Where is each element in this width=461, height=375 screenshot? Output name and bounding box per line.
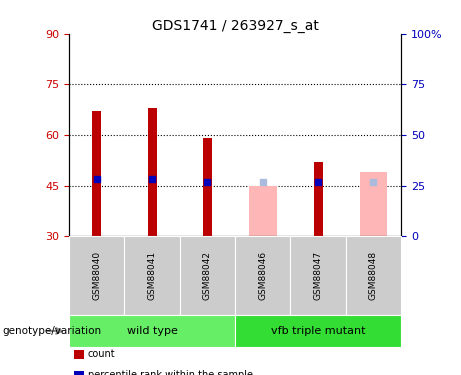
Text: wild type: wild type [127,326,177,336]
Text: vfb triple mutant: vfb triple mutant [271,326,365,336]
Bar [203,138,212,236]
Text: genotype/variation: genotype/variation [2,326,101,336]
Title: GDS1741 / 263927_s_at: GDS1741 / 263927_s_at [152,19,319,33]
Bar [148,108,157,236]
Text: GSM88046: GSM88046 [258,251,267,300]
Text: GSM88048: GSM88048 [369,251,378,300]
Text: GSM88041: GSM88041 [148,251,157,300]
Text: GSM88040: GSM88040 [92,251,101,300]
Bar [92,111,101,236]
Text: GSM88047: GSM88047 [313,251,323,300]
Bar [360,172,387,236]
Text: GSM88042: GSM88042 [203,251,212,300]
Text: count: count [88,350,115,359]
Bar [313,162,323,236]
Bar [249,186,277,236]
Text: percentile rank within the sample: percentile rank within the sample [88,370,253,375]
